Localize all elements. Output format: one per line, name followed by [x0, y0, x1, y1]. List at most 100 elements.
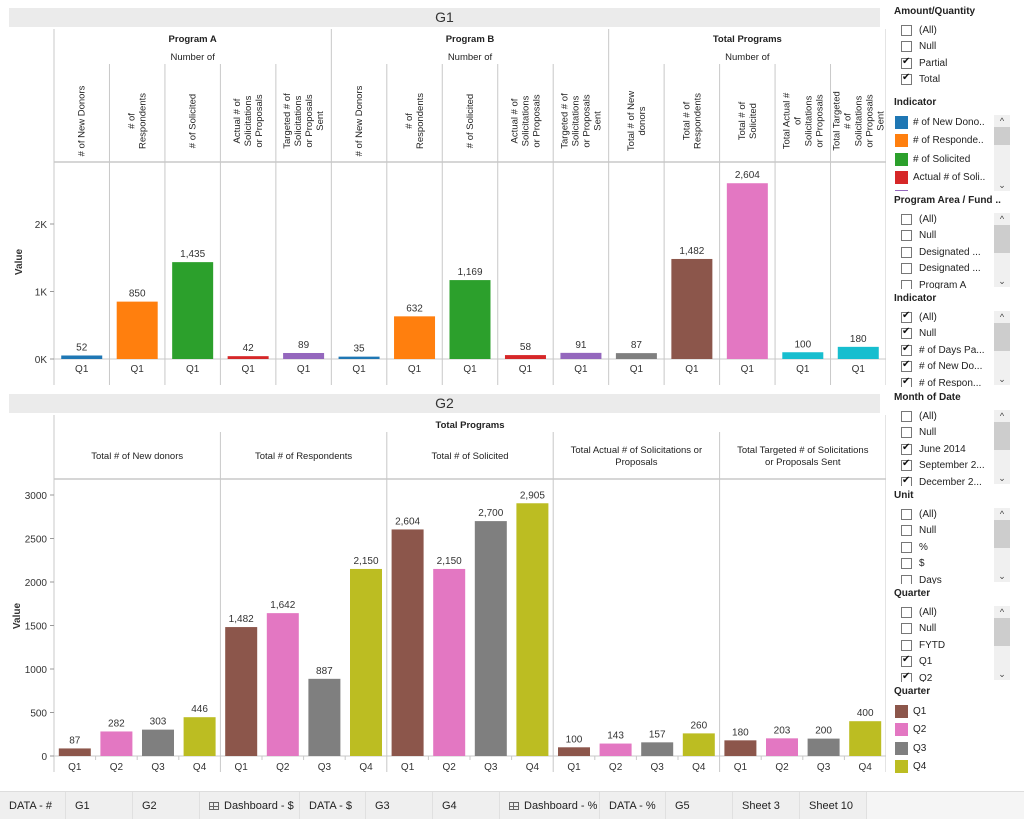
filter-option[interactable]: # of Days Pa... [894, 342, 1014, 359]
filter-option[interactable]: Partial [894, 55, 1014, 72]
filter-option[interactable]: Null [894, 425, 1014, 442]
filter-option[interactable]: December 2... [894, 474, 1014, 486]
scroll-up-icon[interactable]: ^ [999, 411, 1005, 421]
scroll-up-icon[interactable]: ^ [999, 214, 1005, 224]
checkbox[interactable] [901, 246, 912, 258]
legend-item[interactable]: Q2 [894, 721, 1014, 740]
filter-option[interactable]: # of New Do... [894, 359, 1014, 376]
checkbox[interactable] [901, 427, 912, 439]
filter-option[interactable]: (All) [894, 22, 1014, 39]
checkbox[interactable] [901, 213, 912, 225]
checkbox[interactable] [901, 508, 912, 520]
filter-option[interactable]: Null [894, 39, 1014, 56]
checkbox[interactable] [901, 623, 912, 635]
filter-option[interactable]: # of Respon... [894, 375, 1014, 387]
filter-option[interactable]: Days [894, 572, 1014, 584]
checkbox[interactable] [901, 410, 912, 422]
scroll-thumb[interactable] [994, 520, 1010, 548]
checkbox[interactable] [901, 343, 912, 356]
scroll-down-icon[interactable]: ⌄ [998, 374, 1006, 384]
filter-option[interactable]: (All) [894, 211, 1014, 228]
checkbox[interactable] [901, 558, 912, 570]
checkbox[interactable] [901, 230, 912, 242]
checkbox[interactable] [901, 376, 912, 387]
sheet-tab[interactable]: G5 [666, 792, 733, 819]
filter-option[interactable]: September 2... [894, 458, 1014, 475]
legend-item[interactable]: # of Responde.. [894, 132, 1014, 151]
checkbox[interactable] [901, 606, 912, 618]
checkbox[interactable] [901, 310, 912, 323]
scroll-up-icon[interactable]: ^ [999, 607, 1005, 617]
scrollbar[interactable]: ^ ⌄ [994, 311, 1010, 385]
checkbox[interactable] [901, 24, 912, 36]
checkbox[interactable] [901, 56, 912, 69]
scrollbar[interactable]: ^ ⌄ [994, 410, 1010, 484]
checkbox[interactable] [901, 72, 912, 86]
filter-option[interactable]: (All) [894, 506, 1014, 523]
scroll-down-icon[interactable]: ⌄ [998, 473, 1006, 483]
filter-option[interactable]: Null [894, 326, 1014, 343]
sheet-tab[interactable]: Sheet 3 [733, 792, 800, 819]
filter-option[interactable]: $ [894, 556, 1014, 573]
scroll-up-icon[interactable]: ^ [999, 312, 1005, 322]
sheet-tab[interactable]: G4 [433, 792, 500, 819]
checkbox[interactable] [901, 654, 912, 668]
checkbox[interactable] [901, 279, 912, 289]
legend-item[interactable]: Actual # of Soli.. [894, 169, 1014, 188]
scroll-thumb[interactable] [994, 323, 1010, 351]
scrollbar[interactable]: ^ ⌄ [994, 213, 1010, 287]
sheet-tab[interactable]: Dashboard - $ [200, 792, 300, 819]
filter-option[interactable]: Null [894, 228, 1014, 245]
scroll-thumb[interactable] [994, 225, 1010, 253]
legend-item[interactable]: Q4 [894, 758, 1014, 777]
checkbox[interactable] [901, 525, 912, 537]
checkbox[interactable] [901, 263, 912, 275]
legend-item[interactable] [894, 187, 1014, 191]
filter-option[interactable]: June 2014 [894, 441, 1014, 458]
scroll-thumb[interactable] [994, 422, 1010, 450]
filter-option[interactable]: (All) [894, 604, 1014, 621]
sheet-tab[interactable]: DATA - $ [300, 792, 366, 819]
scroll-down-icon[interactable]: ⌄ [998, 571, 1006, 581]
scroll-thumb[interactable] [994, 127, 1010, 145]
sheet-tab[interactable]: Dashboard - % [500, 792, 600, 819]
filter-option[interactable]: Q2 [894, 670, 1014, 682]
checkbox[interactable] [901, 639, 912, 651]
sheet-tab[interactable]: Sheet 10 [800, 792, 867, 819]
sheet-tab[interactable]: G2 [133, 792, 200, 819]
filter-option[interactable]: FYTD [894, 637, 1014, 654]
filter-option[interactable]: Designated ... [894, 244, 1014, 261]
checkbox[interactable] [901, 475, 912, 486]
legend-item[interactable]: # of New Dono.. [894, 113, 1014, 132]
checkbox[interactable] [901, 541, 912, 553]
filter-option[interactable]: % [894, 539, 1014, 556]
filter-option[interactable]: (All) [894, 309, 1014, 326]
sheet-tab[interactable]: DATA - % [600, 792, 666, 819]
checkbox[interactable] [901, 41, 912, 53]
sheet-tab[interactable]: G1 [66, 792, 133, 819]
scrollbar[interactable]: ^ ⌄ [994, 115, 1010, 191]
checkbox[interactable] [901, 458, 912, 472]
filter-option[interactable]: Program A [894, 277, 1014, 289]
filter-option[interactable]: Null [894, 523, 1014, 540]
scroll-down-icon[interactable]: ⌄ [998, 276, 1006, 286]
checkbox[interactable] [901, 326, 912, 340]
checkbox[interactable] [901, 442, 912, 455]
filter-option[interactable]: Total [894, 72, 1014, 89]
scroll-up-icon[interactable]: ^ [999, 509, 1005, 519]
scroll-thumb[interactable] [994, 618, 1010, 646]
legend-item[interactable]: Q1 [894, 702, 1014, 721]
filter-option[interactable]: (All) [894, 408, 1014, 425]
filter-option[interactable]: Q1 [894, 654, 1014, 671]
sheet-tab[interactable]: G3 [366, 792, 433, 819]
scrollbar[interactable]: ^ ⌄ [994, 508, 1010, 582]
checkbox[interactable] [901, 359, 912, 373]
checkbox[interactable] [901, 671, 912, 682]
filter-option[interactable]: Designated ... [894, 261, 1014, 278]
scroll-down-icon[interactable]: ⌄ [998, 180, 1006, 190]
scrollbar[interactable]: ^ ⌄ [994, 606, 1010, 680]
sheet-tab[interactable]: DATA - # [0, 792, 66, 819]
legend-item[interactable]: # of Solicited [894, 150, 1014, 169]
legend-item[interactable]: Q3 [894, 739, 1014, 758]
filter-option[interactable]: Null [894, 621, 1014, 638]
